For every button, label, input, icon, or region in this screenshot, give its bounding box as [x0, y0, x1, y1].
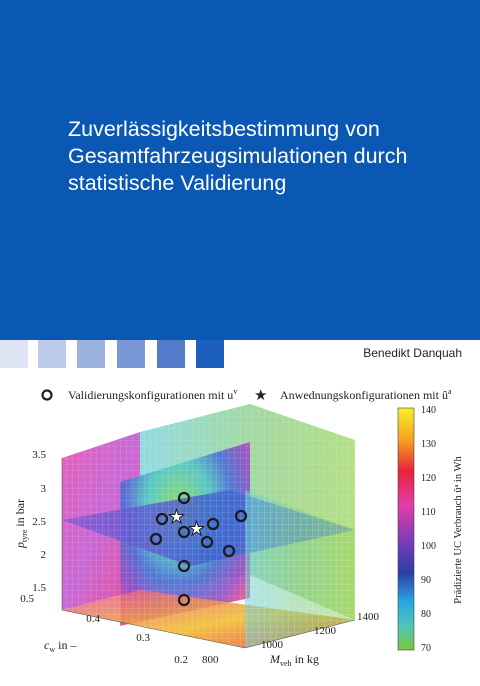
title-line-1: Zuverlässigkeitsbestimmung von — [68, 117, 380, 141]
svg-text:★: ★ — [188, 519, 205, 540]
svg-text:1000: 1000 — [261, 639, 284, 651]
color-swatches — [0, 340, 230, 368]
svg-text:3: 3 — [41, 483, 47, 495]
book-title: Zuverlässigkeitsbestimmung von Gesamtfah… — [68, 116, 458, 197]
svg-text:★: ★ — [168, 507, 185, 528]
svg-text:3.5: 3.5 — [32, 449, 46, 461]
svg-text:80: 80 — [421, 609, 431, 620]
svg-text:0.3: 0.3 — [136, 632, 150, 644]
svg-text:0.4: 0.4 — [86, 613, 100, 625]
y-axis-label: ptyre in bar — [13, 499, 29, 549]
m-axis-label: Mveh in kg — [269, 652, 319, 668]
svg-text:120: 120 — [421, 473, 436, 484]
figure-legend: Validierungskonfigurationen mit uv ★ Anw… — [41, 387, 452, 404]
swatch-1 — [0, 340, 28, 368]
c-axis: 0.5 0.4 0.3 0.2 — [20, 593, 188, 666]
svg-text:90: 90 — [421, 575, 431, 586]
swatch-4 — [117, 340, 145, 368]
svg-text:800: 800 — [202, 654, 219, 666]
svg-text:100: 100 — [421, 541, 436, 552]
svg-text:130: 130 — [421, 439, 436, 450]
m-axis: 800 1000 1200 1400 — [202, 611, 380, 666]
svg-text:0.2: 0.2 — [174, 654, 188, 666]
c-axis-label: cw in – — [44, 638, 77, 654]
application-points: ★ ★ — [168, 507, 206, 541]
svg-text:1200: 1200 — [314, 625, 337, 637]
volume-plot — [61, 404, 356, 649]
y-axis: 3.5 3 2.5 2 1.5 — [32, 449, 46, 594]
svg-text:70: 70 — [421, 643, 431, 654]
svg-text:1400: 1400 — [357, 611, 380, 623]
legend-validation-label: Validierungskonfigurationen mit uv — [68, 387, 237, 402]
validation-points — [149, 491, 248, 607]
colorbar: 140 130 120 110 100 90 80 70 Prädizierte… — [397, 405, 464, 654]
swatch-6 — [196, 340, 224, 368]
cover-figure: Validierungskonfigurationen mit uv ★ Anw… — [0, 380, 480, 681]
legend-application-label: Anwednungskonfigurationen mit ûa — [280, 387, 452, 402]
swatch-3 — [77, 340, 105, 368]
cover-band — [0, 0, 480, 340]
title-line-2: Gesamtfahrzeugsimulationen durch — [68, 144, 408, 168]
svg-text:2.5: 2.5 — [32, 516, 46, 528]
validation-marker-icon — [41, 389, 53, 401]
swatch-2 — [38, 340, 66, 368]
svg-text:1.5: 1.5 — [32, 582, 46, 594]
colorbar-label: Prädizierte UC Verbrauch ûᵃ in Wh — [453, 456, 464, 604]
svg-text:0.5: 0.5 — [20, 593, 34, 605]
svg-text:110: 110 — [421, 507, 436, 518]
swatch-5 — [157, 340, 185, 368]
author-name: Benedikt Danquah — [363, 346, 462, 360]
svg-text:2: 2 — [41, 549, 47, 561]
title-line-3: statistische Validierung — [68, 171, 287, 195]
star-icon: ★ — [254, 388, 267, 404]
svg-text:140: 140 — [421, 405, 436, 416]
figure-svg: Validierungskonfigurationen mit uv ★ Anw… — [13, 387, 464, 668]
